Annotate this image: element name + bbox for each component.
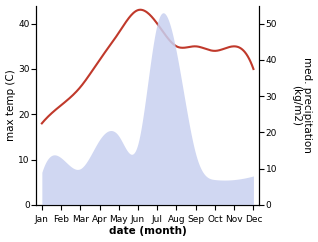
Y-axis label: med. precipitation
(kg/m2): med. precipitation (kg/m2) <box>291 57 313 153</box>
Y-axis label: max temp (C): max temp (C) <box>5 69 16 141</box>
X-axis label: date (month): date (month) <box>109 227 187 236</box>
